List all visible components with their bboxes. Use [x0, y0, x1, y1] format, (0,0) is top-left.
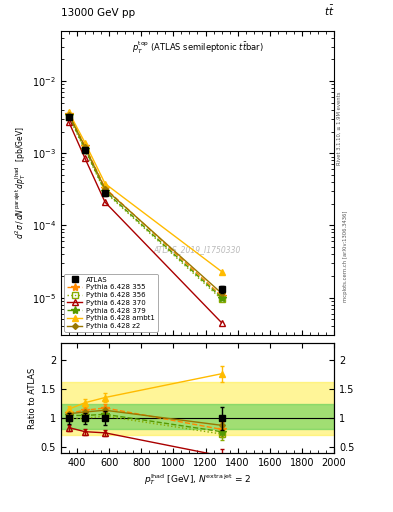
Text: ATLAS_2019_I1750330: ATLAS_2019_I1750330 — [154, 246, 241, 254]
Text: 13000 GeV pp: 13000 GeV pp — [61, 8, 135, 18]
Text: $p_T^{\mathrm{top}}$ (ATLAS semileptonic $t\bar{t}$bar): $p_T^{\mathrm{top}}$ (ATLAS semileptonic… — [132, 40, 263, 56]
Text: Rivet 3.1.10, ≥ 1.9M events: Rivet 3.1.10, ≥ 1.9M events — [336, 91, 341, 165]
Legend: ATLAS, Pythia 6.428 355, Pythia 6.428 356, Pythia 6.428 370, Pythia 6.428 379, P: ATLAS, Pythia 6.428 355, Pythia 6.428 35… — [64, 274, 158, 332]
Bar — [61, 382, 334, 435]
Text: $t\bar{t}$: $t\bar{t}$ — [323, 4, 334, 18]
Y-axis label: Ratio to ATLAS: Ratio to ATLAS — [28, 368, 37, 429]
Text: mcplots.cern.ch [arXiv:1306.3436]: mcplots.cern.ch [arXiv:1306.3436] — [343, 210, 347, 302]
X-axis label: $p_T^{\mathrm{lhad}}$ [GeV], $N^{\mathrm{extra\,jet}}$ = 2: $p_T^{\mathrm{lhad}}$ [GeV], $N^{\mathrm… — [144, 472, 251, 487]
Y-axis label: $d^2\sigma\,/\,dN^{\mathrm{parajet}}\,dp_T^{\mathrm{lhad}}$  [pb/GeV]: $d^2\sigma\,/\,dN^{\mathrm{parajet}}\,dp… — [13, 126, 28, 240]
Bar — [61, 404, 334, 429]
